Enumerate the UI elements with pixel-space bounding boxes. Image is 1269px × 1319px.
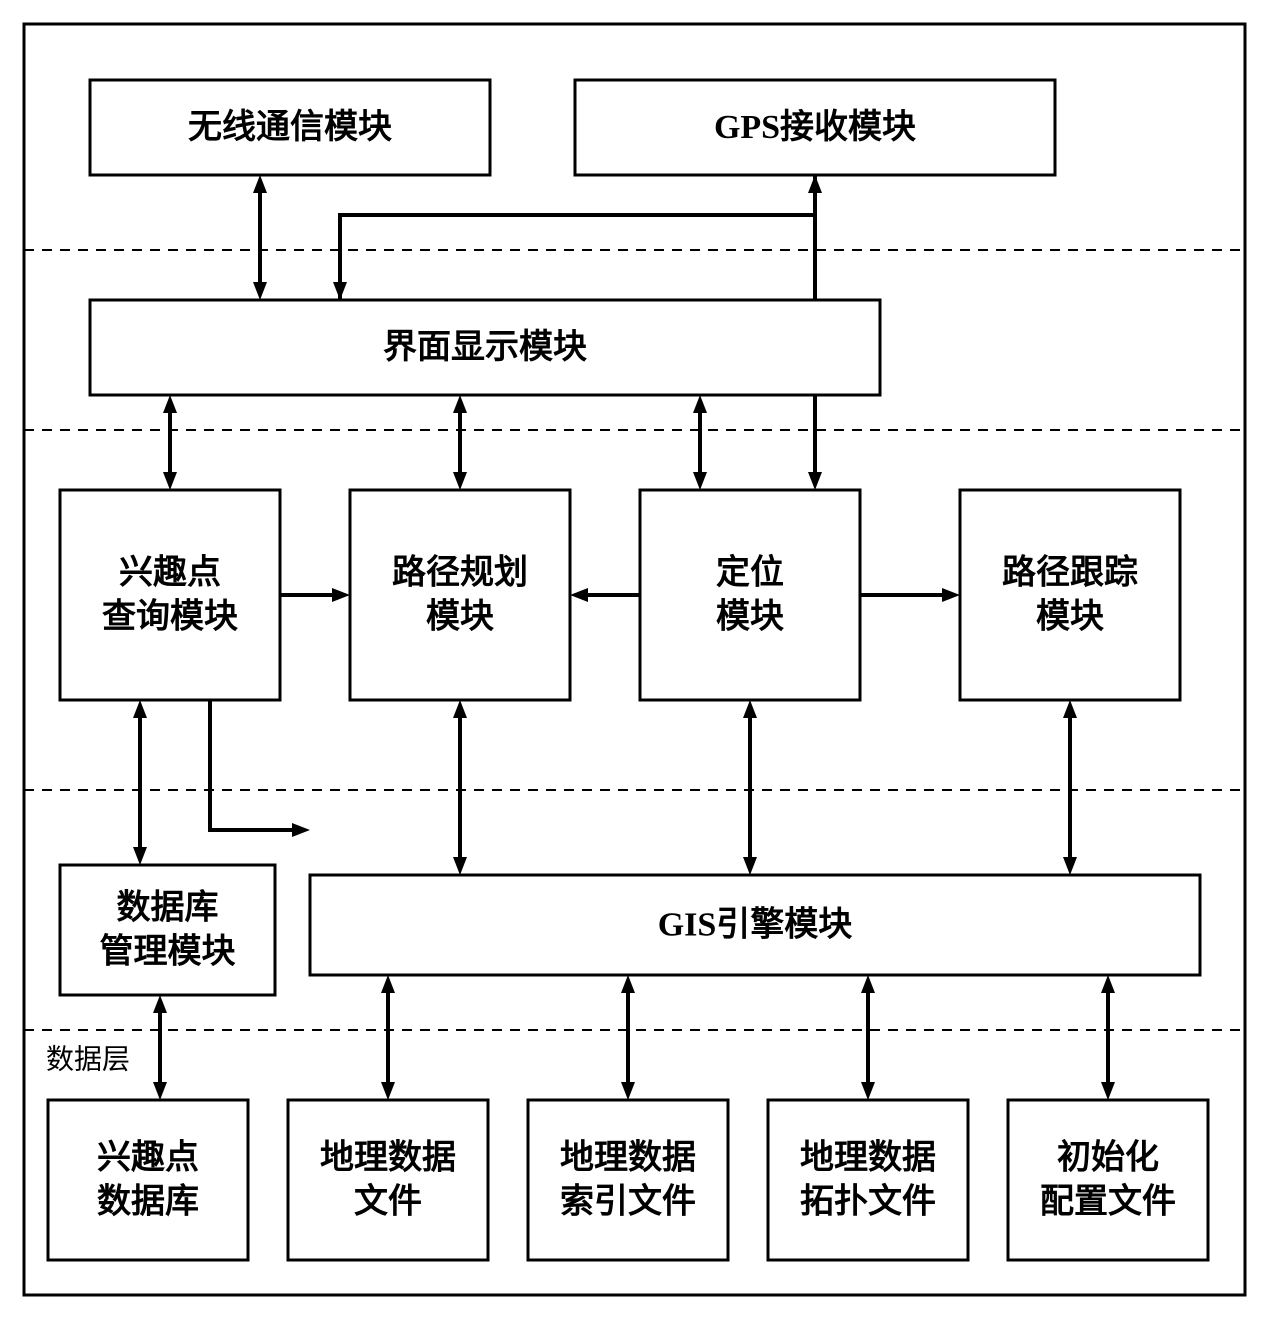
- arrowhead: [1063, 857, 1077, 875]
- edge: [210, 700, 294, 830]
- arrowhead: [453, 857, 467, 875]
- arrowhead: [1063, 700, 1077, 718]
- node-db_mgr: [60, 865, 275, 995]
- layer-label: 数据层: [46, 1044, 130, 1076]
- arrowhead: [1101, 1082, 1115, 1100]
- node-label: 初始化: [1057, 1139, 1159, 1177]
- node-poi_query: [60, 490, 280, 700]
- arrowhead: [153, 995, 167, 1013]
- node-label: GPS接收模块: [714, 108, 916, 146]
- node-label: 拓扑文件: [800, 1183, 936, 1221]
- arrowhead: [861, 975, 875, 993]
- node-label: 索引文件: [560, 1183, 696, 1221]
- arrowhead: [381, 1082, 395, 1100]
- node-label: 数据库: [117, 889, 219, 927]
- node-init_cfg: [1008, 1100, 1208, 1260]
- node-label: 路径规划: [392, 554, 528, 592]
- node-geo_index: [528, 1100, 728, 1260]
- node-label: GIS引擎模块: [658, 906, 853, 944]
- node-geo_topo: [768, 1100, 968, 1260]
- arrowhead: [332, 588, 350, 602]
- arrowhead: [453, 395, 467, 413]
- arrowhead: [133, 700, 147, 718]
- arrowhead: [333, 282, 347, 300]
- node-label: 地理数据: [560, 1139, 696, 1177]
- node-label: 无线通信模块: [188, 108, 392, 146]
- node-label: 数据库: [97, 1183, 199, 1221]
- arrowhead: [861, 1082, 875, 1100]
- arrowhead: [1101, 975, 1115, 993]
- diagram-canvas: 无线通信模块GPS接收模块界面显示模块兴趣点查询模块路径规划模块定位模块路径跟踪…: [0, 0, 1269, 1319]
- node-label: 路径跟踪: [1002, 554, 1138, 592]
- node-label: 模块: [426, 598, 494, 636]
- node-route_track: [960, 490, 1180, 700]
- arrowhead: [453, 700, 467, 718]
- arrowhead: [153, 1082, 167, 1100]
- node-locate: [640, 490, 860, 700]
- arrowhead: [292, 823, 310, 837]
- node-geo_file: [288, 1100, 488, 1260]
- node-label: 定位: [716, 554, 784, 592]
- arrowhead: [621, 1082, 635, 1100]
- arrowhead: [693, 395, 707, 413]
- edge: [340, 175, 815, 300]
- arrowhead: [693, 472, 707, 490]
- arrowhead: [942, 588, 960, 602]
- node-poi_db: [48, 1100, 248, 1260]
- arrowhead: [743, 700, 757, 718]
- node-label: 管理模块: [100, 933, 236, 971]
- arrowhead: [163, 472, 177, 490]
- arrowhead: [453, 472, 467, 490]
- node-label: 地理数据: [320, 1139, 456, 1177]
- arrowhead: [133, 847, 147, 865]
- arrowhead: [163, 395, 177, 413]
- arrowhead: [743, 857, 757, 875]
- arrowhead: [253, 282, 267, 300]
- arrowhead: [570, 588, 588, 602]
- node-label: 模块: [1036, 598, 1104, 636]
- node-label: 界面显示模块: [383, 328, 587, 366]
- arrowhead: [253, 175, 267, 193]
- node-label: 地理数据: [800, 1139, 936, 1177]
- node-label: 兴趣点: [119, 554, 221, 592]
- node-label: 配置文件: [1040, 1183, 1176, 1221]
- node-label: 文件: [354, 1183, 422, 1221]
- node-label: 兴趣点: [97, 1139, 199, 1177]
- arrowhead: [621, 975, 635, 993]
- arrowhead: [808, 472, 822, 490]
- arrowhead: [381, 975, 395, 993]
- node-route_plan: [350, 490, 570, 700]
- node-label: 模块: [716, 598, 784, 636]
- node-label: 查询模块: [102, 598, 238, 636]
